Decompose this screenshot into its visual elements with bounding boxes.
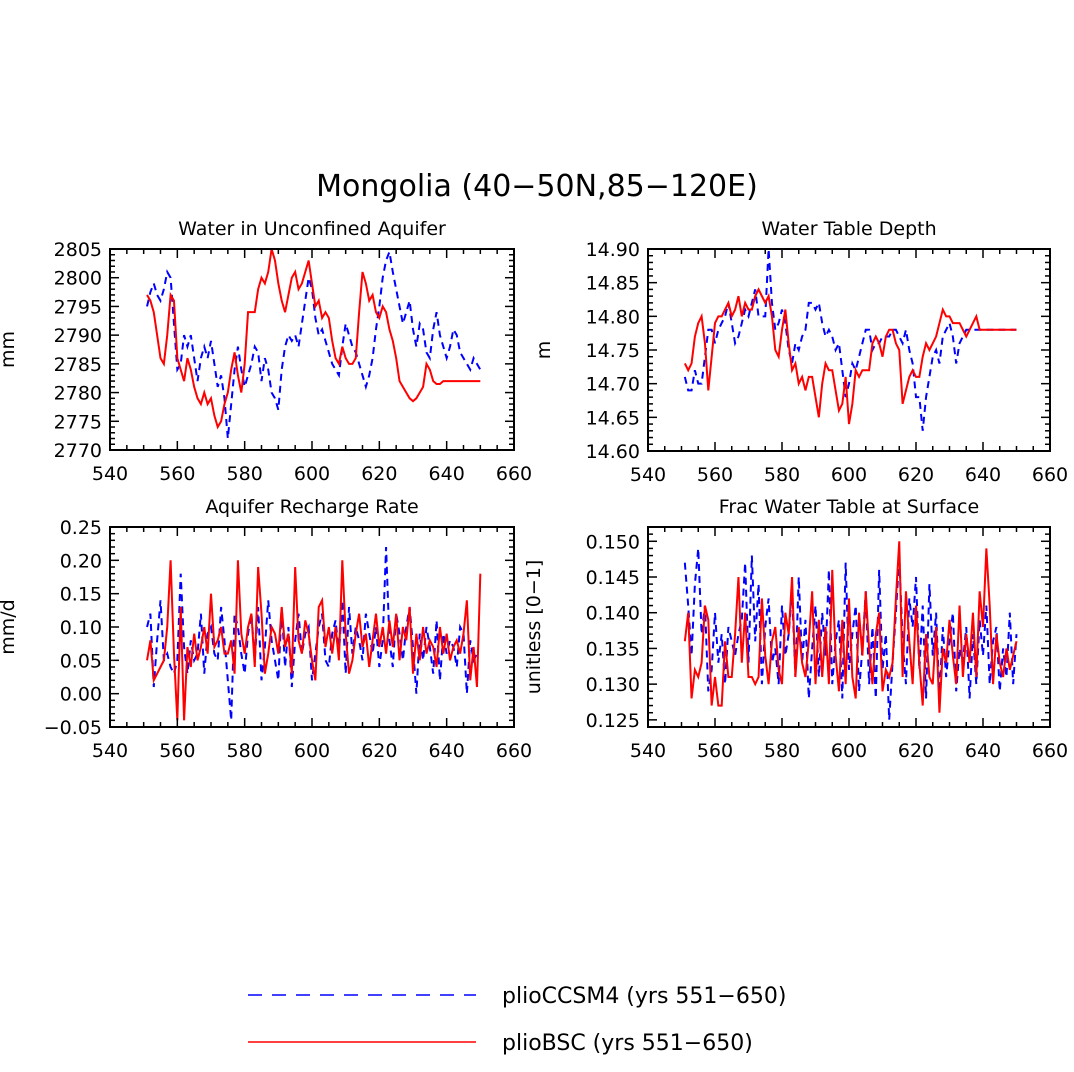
x-tick-label: 580 — [764, 740, 800, 762]
x-tick-label: 540 — [630, 740, 666, 762]
y-tick-label: 0.20 — [60, 550, 102, 572]
y-tick-label: 2785 — [54, 354, 102, 376]
series-line-plioccsm4 — [146, 249, 482, 439]
y-axis-label: unitless [0−1] — [523, 560, 545, 695]
y-tick-label: 14.60 — [586, 441, 640, 463]
series-line-pliobsc — [146, 560, 482, 721]
y-tick-label: 0.150 — [586, 531, 640, 553]
x-tick-label: 600 — [294, 463, 330, 485]
series-line-pliobsc — [683, 287, 1017, 425]
series-line-plioccsm4 — [683, 249, 1017, 431]
x-tick-label: 540 — [630, 464, 666, 486]
panel-title: Frac Water Table at Surface — [719, 496, 979, 518]
y-tick-label: 2800 — [54, 268, 102, 290]
series-line-pliobsc — [146, 249, 481, 430]
y-tick-label: 14.80 — [586, 306, 640, 328]
x-tick-label: 620 — [361, 463, 397, 485]
y-tick-label: 0.140 — [586, 603, 640, 625]
x-tick-label: 560 — [697, 740, 733, 762]
x-tick-label: 660 — [1032, 740, 1068, 762]
x-tick-label: 660 — [1032, 464, 1068, 486]
x-tick-label: 660 — [496, 740, 532, 762]
panel-water-in-unconfined-aquifer: 540 560 580 600 620 640 660 2770 2775 2780 2785 279… — [0, 218, 532, 485]
y-tick-label: 2775 — [54, 411, 102, 433]
legend-label-pliobsc: plioBSC (yrs 551−650) — [502, 1031, 753, 1056]
y-tick-label: 14.75 — [586, 340, 640, 362]
x-tick-label: 620 — [898, 740, 934, 762]
figure-title: Mongolia (40−50N,85−120E) — [316, 169, 758, 204]
y-tick-label: 0.135 — [586, 638, 640, 660]
x-tick-label: 560 — [159, 463, 195, 485]
x-tick-label: 580 — [227, 740, 263, 762]
x-tick-label: 600 — [831, 740, 867, 762]
panel-aquifer-recharge-rate: 540 560 580 600 620 640 660 −0.05 0.00 0.05 0.10 0.… — [0, 496, 532, 762]
y-tick-label: 0.05 — [60, 650, 102, 672]
y-tick-label: 2790 — [54, 325, 102, 347]
panel-title: Aquifer Recharge Rate — [205, 496, 418, 518]
x-tick-label: 640 — [429, 740, 465, 762]
x-tick-label: 660 — [496, 463, 532, 485]
x-tick-label: 540 — [92, 740, 128, 762]
y-tick-label: −0.05 — [44, 717, 102, 739]
x-tick-label: 640 — [965, 464, 1001, 486]
series-line-pliobsc — [683, 541, 1018, 713]
panel-water-table-depth: 540 560 580 600 620 640 660 14.60 14.65 14.70 14.7… — [533, 218, 1068, 486]
panel-frac-water-table-at-surface: 540 560 580 600 620 640 660 0.125 0.130 0.135 0.14… — [523, 496, 1068, 762]
x-tick-label: 620 — [361, 740, 397, 762]
y-tick-label: 0.145 — [586, 567, 640, 589]
y-tick-label: 0.125 — [586, 710, 640, 732]
y-tick-label: 0.10 — [60, 617, 102, 639]
y-tick-label: 2805 — [54, 239, 102, 261]
legend: plioCCSM4 (yrs 551−650) plioBSC (yrs 551… — [248, 984, 786, 1056]
y-axis-label: m — [533, 341, 555, 360]
x-tick-label: 600 — [831, 464, 867, 486]
y-axis-label: mm/d — [0, 599, 19, 654]
x-tick-label: 600 — [294, 740, 330, 762]
x-tick-label: 580 — [764, 464, 800, 486]
x-tick-label: 560 — [697, 464, 733, 486]
y-axis-label: mm — [0, 331, 19, 368]
x-tick-label: 640 — [429, 463, 465, 485]
y-tick-label: 0.15 — [60, 584, 102, 606]
y-tick-label: 0.130 — [586, 674, 640, 696]
y-tick-label: 0.25 — [60, 517, 102, 539]
y-tick-label: 14.85 — [586, 273, 640, 295]
y-tick-label: 2770 — [54, 440, 102, 462]
y-tick-label: 0.00 — [60, 684, 102, 706]
y-tick-label: 14.70 — [586, 374, 640, 396]
x-tick-label: 560 — [159, 740, 195, 762]
panel-title: Water Table Depth — [761, 218, 936, 240]
x-tick-label: 580 — [227, 463, 263, 485]
x-tick-label: 540 — [92, 463, 128, 485]
y-tick-label: 14.65 — [586, 407, 640, 429]
x-tick-label: 640 — [965, 740, 1001, 762]
y-tick-label: 2780 — [54, 383, 102, 405]
legend-label-plioccsm4: plioCCSM4 (yrs 551−650) — [502, 984, 786, 1009]
y-tick-label: 14.90 — [586, 239, 640, 261]
panel-title: Water in Unconfined Aquifer — [178, 218, 446, 240]
y-tick-label: 2795 — [54, 296, 102, 318]
x-tick-label: 620 — [898, 464, 934, 486]
